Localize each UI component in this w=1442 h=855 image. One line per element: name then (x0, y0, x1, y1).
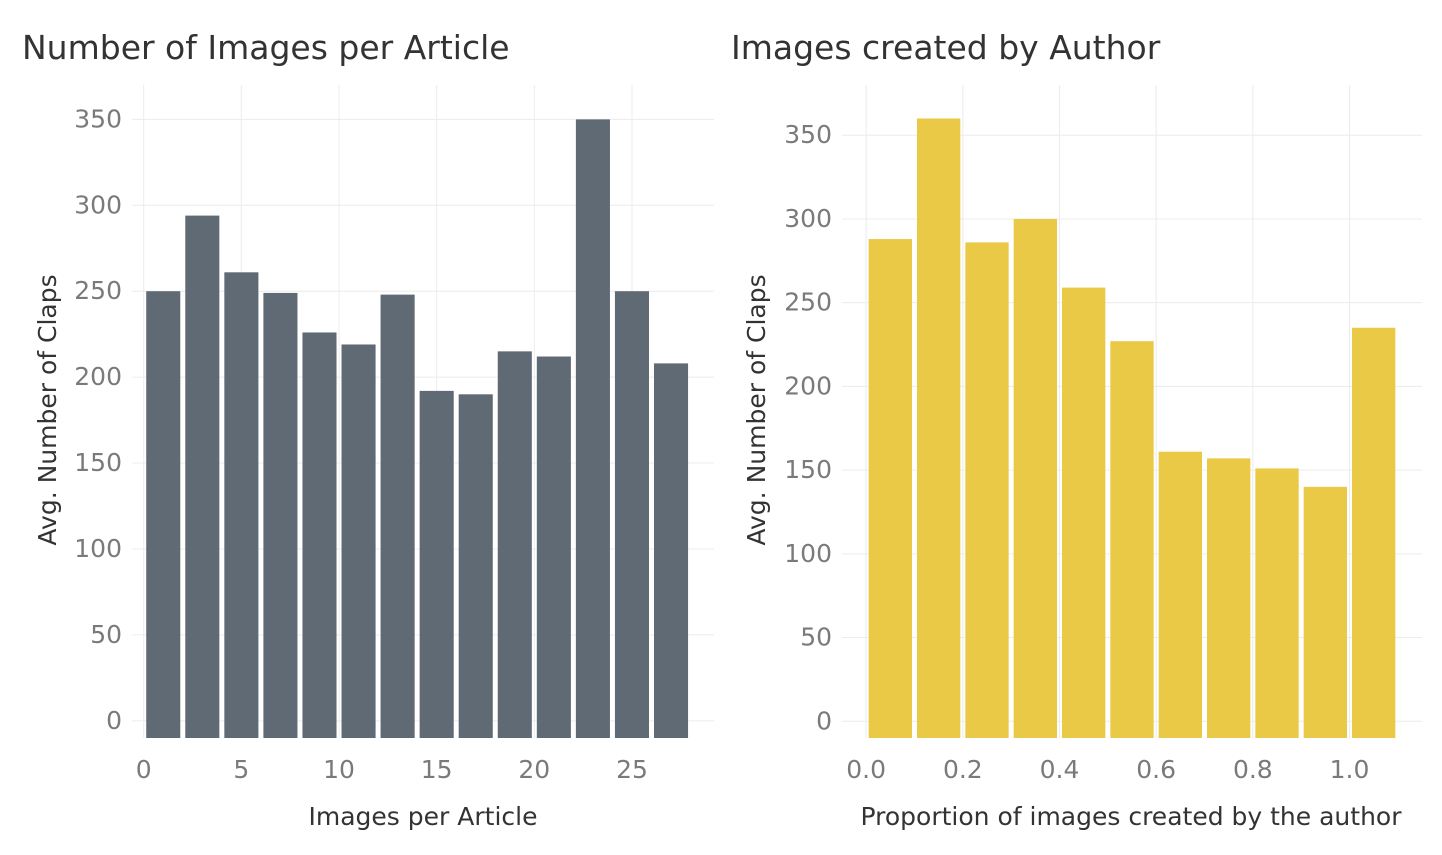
right-chart-x-tick-label: 0.4 (1040, 755, 1080, 784)
right-chart-x-tick-label: 1.0 (1330, 755, 1370, 784)
right-chart-y-tick-label: 350 (784, 120, 832, 149)
left-chart-bar (654, 363, 689, 738)
left-chart-bar (380, 294, 415, 738)
left-chart-y-tick-label: 0 (106, 706, 122, 735)
right-chart-x-tick-label: 0.0 (846, 755, 886, 784)
right-chart-bar (1303, 486, 1347, 738)
left-chart-bar (536, 356, 571, 738)
right-chart-bar (1255, 468, 1299, 738)
right-chart-y-tick-label: 50 (800, 623, 832, 652)
right-chart-bar (1110, 341, 1154, 738)
left-chart-y-tick-label: 200 (74, 362, 122, 391)
right-chart-x-tick-label: 0.2 (943, 755, 983, 784)
left-chart-y-axis-label: Avg. Number of Claps (33, 274, 62, 545)
left-chart-bar (341, 344, 376, 738)
right-chart-y-tick-label: 300 (784, 204, 832, 233)
left-chart-bar (263, 292, 298, 738)
left-chart-y-tick-label: 150 (74, 448, 122, 477)
left-chart-bar (224, 272, 259, 738)
left-chart-y-tick-label: 100 (74, 534, 122, 563)
right-chart-bar (1013, 218, 1057, 738)
left-chart-bar (302, 332, 337, 738)
left-chart-y-tick-label: 50 (90, 620, 122, 649)
right-chart-y-tick-label: 250 (784, 288, 832, 317)
left-chart-bar (458, 394, 493, 738)
right-chart-bar (868, 239, 912, 739)
left-chart-bar (146, 291, 181, 738)
left-chart-bar (497, 351, 532, 738)
right-chart-x-axis-label: Proportion of images created by the auth… (861, 802, 1403, 831)
right-chart-y-tick-label: 100 (784, 539, 832, 568)
left-chart-bar (419, 390, 454, 738)
right-chart-title: Images created by Author (731, 28, 1161, 67)
left-chart-x-tick-label: 5 (233, 755, 249, 784)
right-chart-x-tick-label: 0.6 (1136, 755, 1176, 784)
right-chart-bar (965, 242, 1009, 738)
right-chart-bar (1207, 458, 1251, 738)
right-chart-bar (1158, 451, 1202, 738)
left-chart-title: Number of Images per Article (22, 28, 510, 67)
left-chart-y-tick-label: 250 (74, 276, 122, 305)
right-chart-bar (917, 118, 961, 738)
right-chart-y-tick-label: 200 (784, 371, 832, 400)
left-chart-x-axis-label: Images per Article (309, 802, 538, 831)
right-chart-x-tick-label: 0.8 (1233, 755, 1273, 784)
right-chart-y-axis-label: Avg. Number of Claps (742, 274, 771, 545)
right-chart-y-tick-label: 150 (784, 455, 832, 484)
left-chart-x-tick-label: 0 (136, 755, 152, 784)
left-chart-x-tick-label: 15 (421, 755, 453, 784)
left-chart-x-tick-label: 25 (616, 755, 648, 784)
right-chart-bar (1062, 287, 1106, 738)
left-chart-bar (575, 119, 610, 739)
left-chart-bar (614, 291, 650, 738)
right-chart-y-tick-label: 0 (816, 706, 832, 735)
left-chart-bar (185, 215, 220, 739)
left-chart-y-tick-label: 300 (74, 190, 122, 219)
left-chart-y-tick-label: 350 (74, 104, 122, 133)
right-chart-bar (1352, 327, 1396, 738)
left-chart-x-tick-label: 20 (518, 755, 550, 784)
left-chart-x-tick-label: 10 (323, 755, 355, 784)
